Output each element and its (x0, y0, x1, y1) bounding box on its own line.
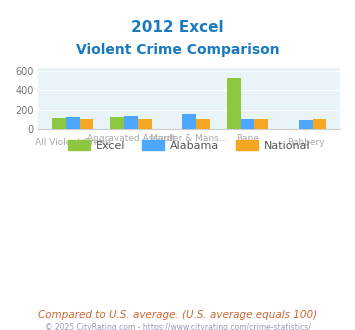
Bar (52, 118, 66, 129)
Text: Robbery: Robbery (287, 138, 324, 147)
Text: © 2025 CityRating.com - https://www.cityrating.com/crime-statistics/: © 2025 CityRating.com - https://www.city… (45, 323, 310, 330)
Bar (138, 119, 152, 129)
Text: Violent Crime Comparison: Violent Crime Comparison (76, 43, 279, 57)
Text: All Violent Crime: All Violent Crime (35, 138, 111, 147)
Bar (66, 117, 80, 129)
Bar (254, 119, 268, 129)
Bar (124, 116, 138, 129)
Bar (241, 119, 254, 129)
Legend: Excel, Alabama, National: Excel, Alabama, National (64, 136, 315, 155)
Text: 2012 Excel: 2012 Excel (131, 20, 224, 35)
Bar (196, 119, 210, 129)
Bar (312, 119, 326, 129)
Text: Murder & Mans...: Murder & Mans... (151, 134, 228, 143)
Text: Aggravated Assault: Aggravated Assault (87, 134, 175, 143)
Bar (182, 114, 196, 129)
Bar (299, 120, 312, 129)
Text: Rape: Rape (236, 134, 259, 143)
Bar (110, 117, 124, 129)
Bar (227, 79, 241, 129)
Text: Compared to U.S. average. (U.S. average equals 100): Compared to U.S. average. (U.S. average … (38, 310, 317, 320)
Bar (80, 119, 93, 129)
